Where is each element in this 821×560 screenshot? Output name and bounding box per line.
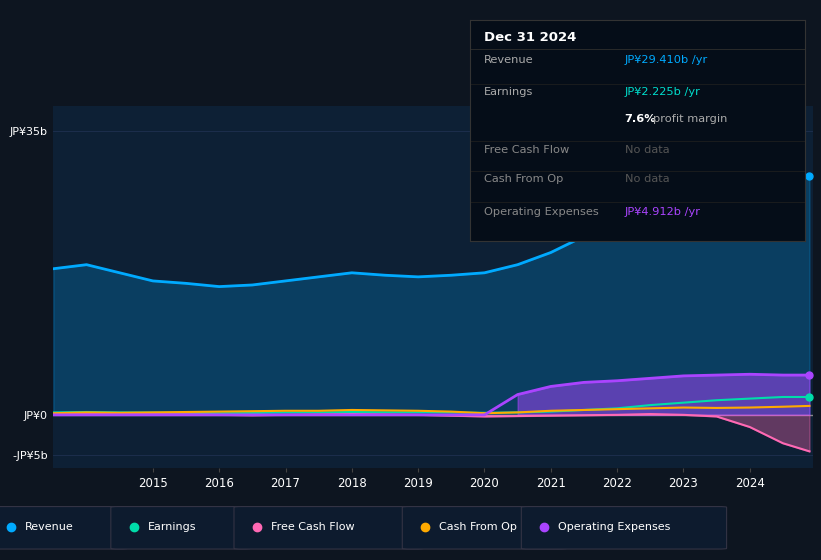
Text: Free Cash Flow: Free Cash Flow xyxy=(271,521,355,531)
FancyBboxPatch shape xyxy=(234,507,423,549)
Text: Earnings: Earnings xyxy=(148,521,196,531)
FancyBboxPatch shape xyxy=(0,507,127,549)
Text: No data: No data xyxy=(625,144,669,155)
Text: Free Cash Flow: Free Cash Flow xyxy=(484,144,569,155)
Text: JP¥29.410b /yr: JP¥29.410b /yr xyxy=(625,55,708,65)
Text: JP¥2.225b /yr: JP¥2.225b /yr xyxy=(625,87,700,97)
Text: Earnings: Earnings xyxy=(484,87,533,97)
Text: Cash From Op: Cash From Op xyxy=(439,521,517,531)
Text: Cash From Op: Cash From Op xyxy=(484,175,563,184)
FancyBboxPatch shape xyxy=(521,507,727,549)
FancyBboxPatch shape xyxy=(402,507,566,549)
Text: profit margin: profit margin xyxy=(653,114,727,124)
Text: Operating Expenses: Operating Expenses xyxy=(484,207,599,217)
Text: Operating Expenses: Operating Expenses xyxy=(558,521,671,531)
Text: Revenue: Revenue xyxy=(484,55,534,65)
Text: Dec 31 2024: Dec 31 2024 xyxy=(484,31,576,44)
Text: Revenue: Revenue xyxy=(25,521,73,531)
Text: 7.6%: 7.6% xyxy=(625,114,656,124)
Text: No data: No data xyxy=(625,175,669,184)
Text: JP¥4.912b /yr: JP¥4.912b /yr xyxy=(625,207,700,217)
FancyBboxPatch shape xyxy=(111,507,250,549)
